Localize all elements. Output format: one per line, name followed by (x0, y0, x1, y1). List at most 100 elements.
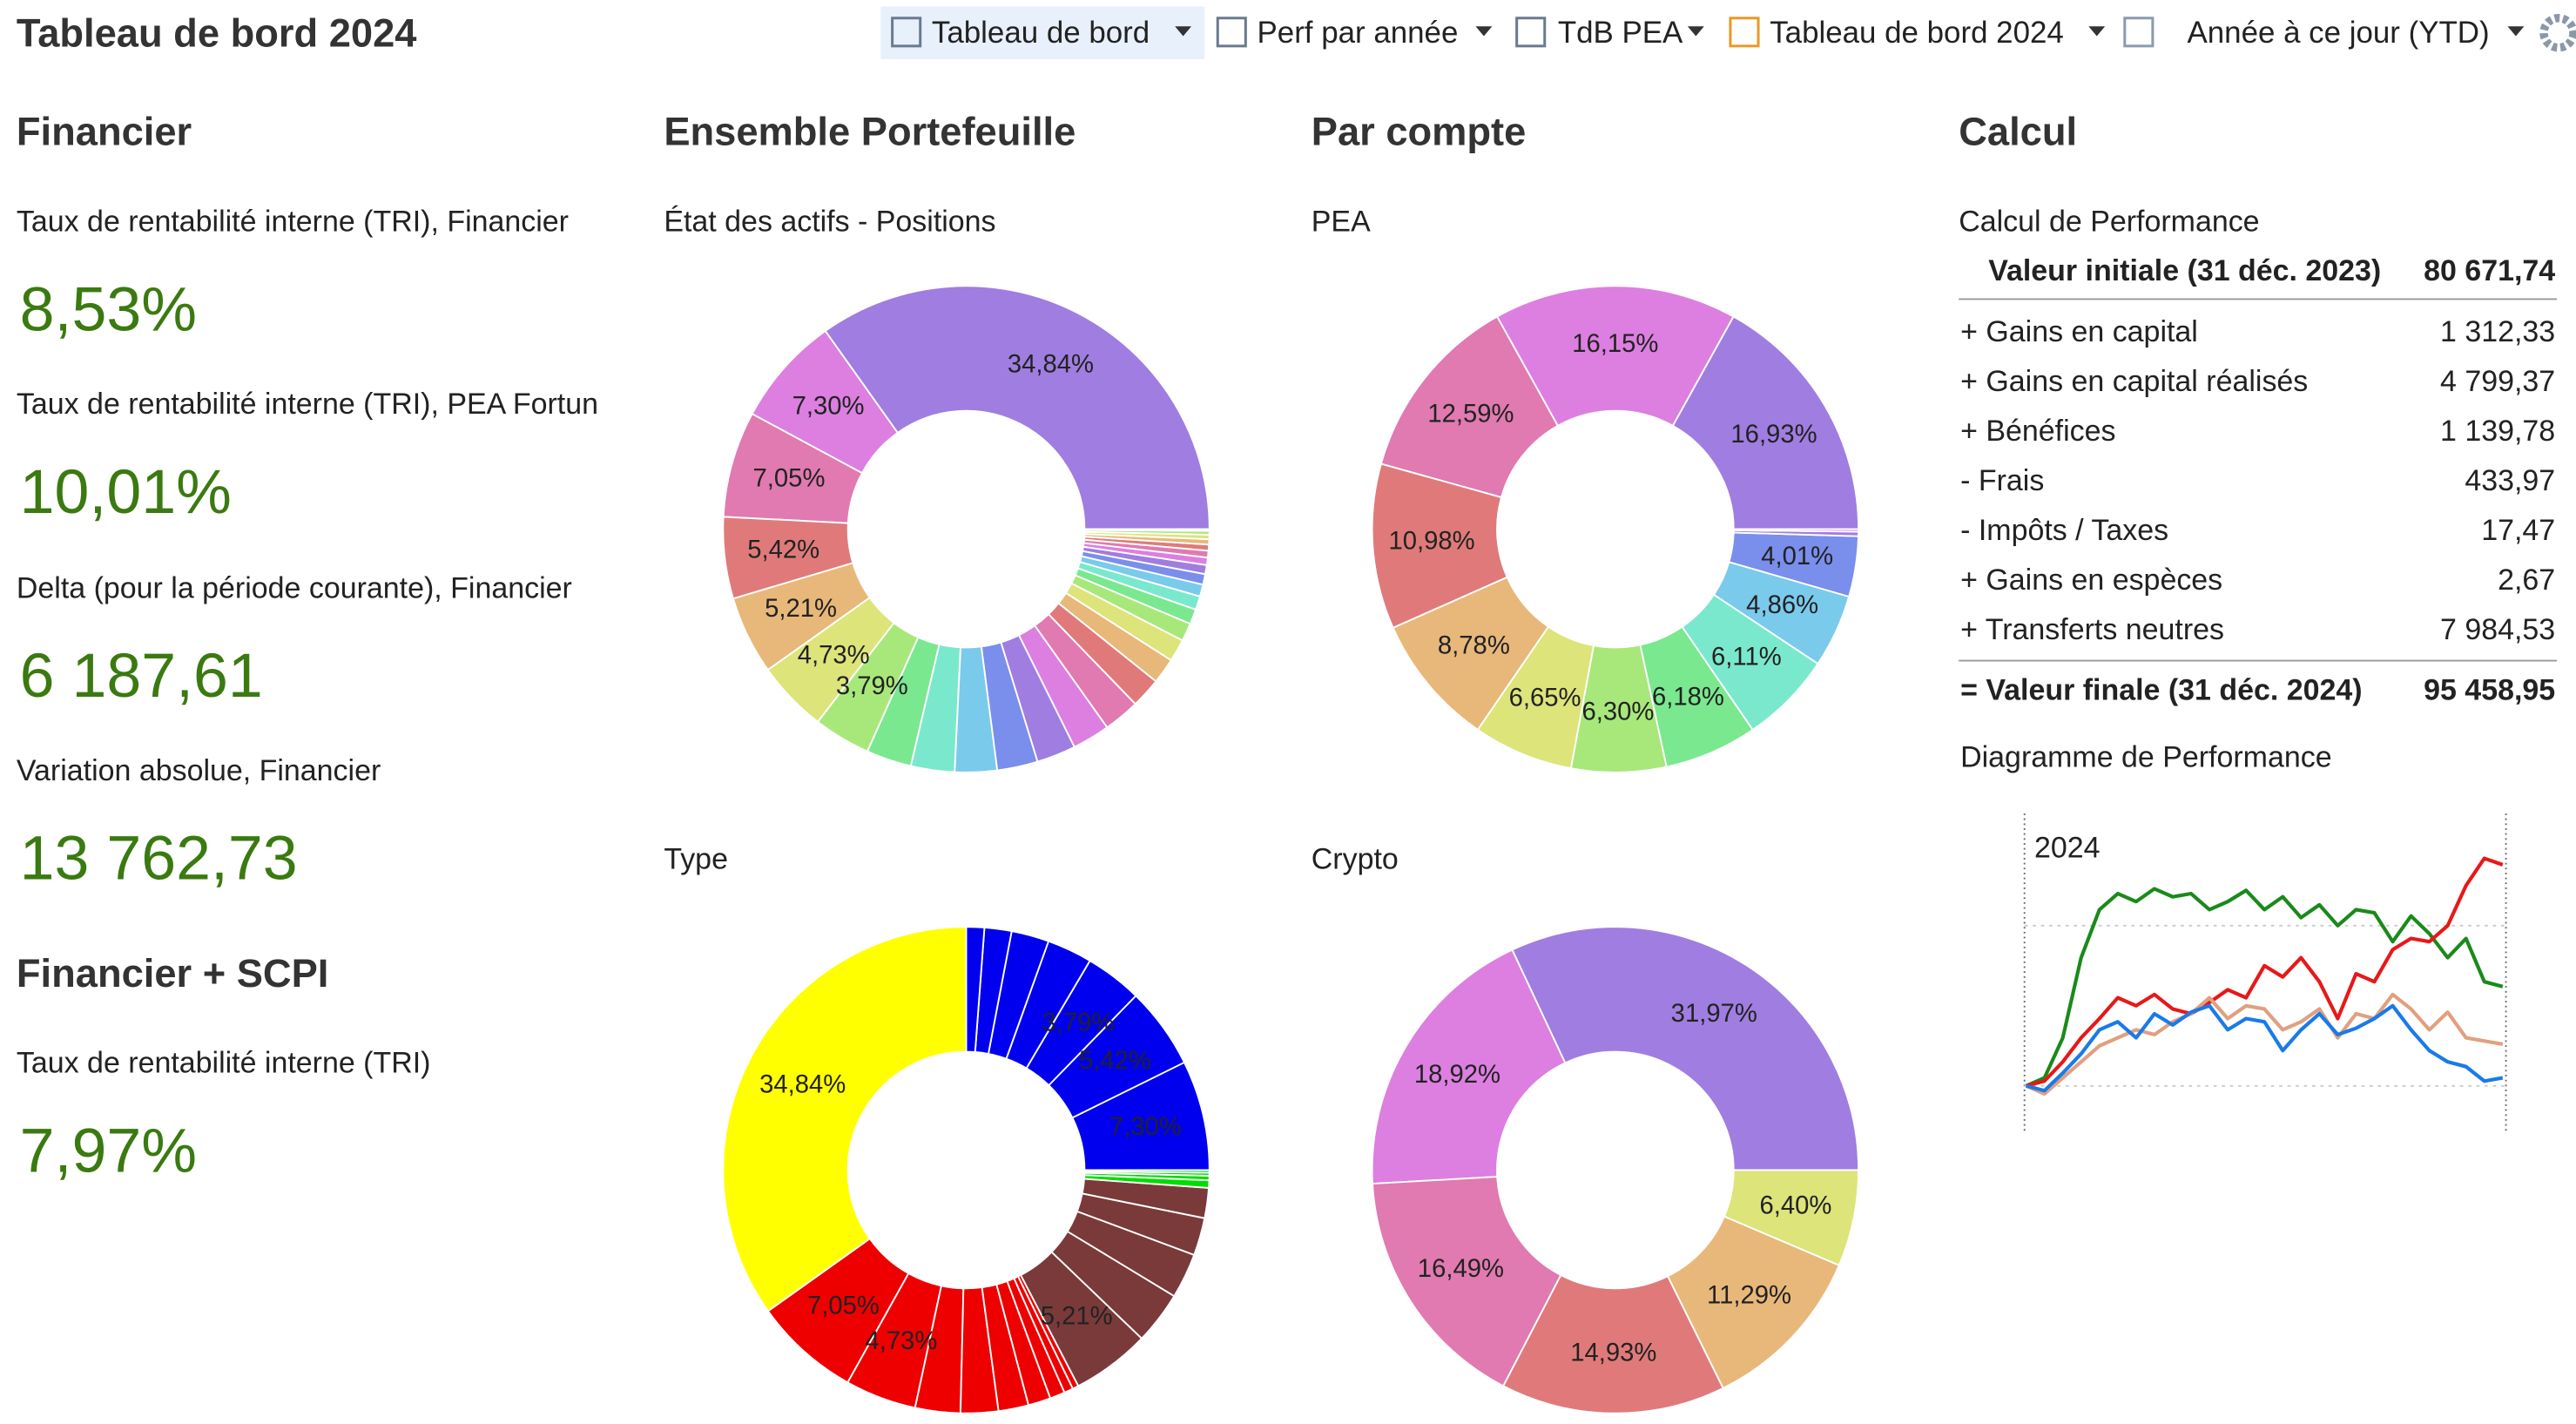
calc-row-value: 17,47 (2481, 514, 2555, 547)
series-line (2025, 992, 2504, 1097)
series-line (2025, 887, 2504, 1088)
slice-label: 3,79% (836, 672, 908, 700)
tab-dropdown[interactable] (1175, 26, 1192, 37)
calc-row-label: - Impôts / Taxes (1960, 514, 2168, 547)
tab-label[interactable]: Perf par année (1258, 16, 1459, 50)
tab-dropdown[interactable] (2507, 26, 2525, 37)
tab-dropdown[interactable] (2088, 26, 2106, 37)
tab-dropdown[interactable] (1687, 26, 1704, 37)
kpi-label: Taux de rentabilité interne (TRI), PEA F… (17, 388, 598, 421)
slice-label: 5,21% (765, 595, 837, 623)
calc-row-value: 2,67 (2498, 564, 2555, 597)
kpi-label: Taux de rentabilité interne (TRI), Finan… (17, 206, 569, 239)
active-tab-bg (880, 6, 1205, 59)
pie-slice[interactable] (1083, 1169, 1210, 1174)
calc-row-label: + Transferts neutres (1960, 613, 2224, 646)
calc-row-label: + Gains en espèces (1960, 564, 2222, 597)
calc-final-label: = Valeur finale (31 déc. 2024) (1960, 673, 2362, 706)
chart-title: État des actifs - Positions (664, 206, 995, 239)
slice-label: 16,15% (1572, 330, 1658, 358)
slice-label: 7,05% (753, 464, 826, 492)
pie-slice[interactable] (1372, 1176, 1562, 1387)
chart-title: Type (664, 843, 728, 876)
pie-slice[interactable] (1495, 285, 1735, 428)
pie-slice[interactable] (1511, 926, 1860, 1171)
chart-title: Diagramme de Performance (1960, 741, 2331, 774)
tab-icon (1515, 17, 1547, 48)
calc-row-label: + Gains en capital réalisés (1960, 365, 2308, 398)
section-title: Par compte (1312, 110, 1527, 154)
pie-slice[interactable] (1732, 528, 1860, 533)
slice-label: 34,84% (759, 1070, 846, 1098)
slice-label: 7,30% (792, 392, 865, 420)
kpi-label: Delta (pour la période courante), Financ… (17, 571, 572, 604)
slice-label: 14,93% (1570, 1340, 1656, 1367)
tab-icon (2123, 17, 2155, 48)
pie-slice[interactable] (1371, 948, 1567, 1185)
kpi-value: 13 762,73 (20, 824, 298, 894)
slice-label: 6,40% (1759, 1191, 1831, 1219)
kpi-value: 8,53% (20, 274, 197, 344)
kpi-value: 10,01% (20, 457, 232, 527)
pie-slice[interactable] (1671, 315, 1860, 530)
slice-label: 3,79% (1042, 1009, 1114, 1036)
slice-label: 10,98% (1389, 528, 1475, 556)
calc-row-label: - Frais (1960, 464, 2044, 497)
page-title: Tableau de bord 2024 (17, 10, 417, 55)
kpi-value: 6 187,61 (20, 641, 263, 711)
pie-slice[interactable] (1501, 1273, 1724, 1414)
slice-label: 6,11% (1711, 644, 1782, 672)
slice-label: 11,29% (1707, 1281, 1791, 1309)
tab-label[interactable]: TdB PEA (1558, 16, 1683, 50)
kpi-value: 7,97% (20, 1116, 197, 1185)
pie-slice[interactable] (1723, 1169, 1860, 1267)
slice-label: 5,42% (1079, 1047, 1151, 1075)
tab-label[interactable]: Tableau de bord (932, 16, 1150, 50)
annotation: 2024 (2034, 831, 2101, 864)
slice-label: 4,73% (865, 1327, 937, 1355)
slice-label: 34,84% (1008, 350, 1094, 378)
slice-label: 12,59% (1427, 400, 1514, 428)
settings-icon[interactable] (2539, 14, 2576, 52)
slice-label: 6,65% (1509, 685, 1581, 712)
pie-slice[interactable] (1666, 1215, 1841, 1390)
chart-title: PEA (1312, 206, 1371, 239)
slice-label: 7,05% (807, 1292, 880, 1320)
calc-row-value: 1 139,78 (2440, 415, 2555, 448)
kpi-label: Taux de rentabilité interne (TRI) (17, 1047, 431, 1080)
tab-icon (1729, 17, 1760, 48)
pie-slice[interactable] (722, 926, 968, 1313)
series-line (2026, 1003, 2504, 1093)
calc-initial-label: Valeur initiale (31 déc. 2023) (1988, 254, 2381, 287)
calc-row-value: 433,97 (2465, 464, 2555, 497)
slice-label: 4,01% (1761, 543, 1833, 570)
tab-icon (1216, 17, 1247, 48)
calc-row-label: + Gains en capital (1960, 315, 2198, 348)
calc-final-value: 95 458,95 (2424, 673, 2555, 706)
tab-dropdown[interactable] (1475, 26, 1493, 37)
calc-initial-value: 80 671,74 (2424, 254, 2555, 287)
pie-slice[interactable] (1083, 528, 1210, 532)
tab-label[interactable]: Année à ce jour (YTD) (2188, 16, 2490, 50)
section-title: Financier (17, 110, 192, 154)
slice-label: 4,73% (798, 642, 870, 670)
slice-label: 16,93% (1730, 421, 1817, 449)
slice-label: 6,30% (1581, 699, 1654, 726)
calc-row-value: 7 984,53 (2440, 613, 2555, 646)
kpi-label: Variation absolue, Financier (17, 754, 381, 787)
slice-label: 31,97% (1671, 1000, 1757, 1028)
section-title: Financier + SCPI (17, 951, 328, 995)
tab-icon (891, 17, 922, 48)
tab-label[interactable]: Tableau de bord 2024 (1770, 16, 2064, 50)
calc-row-value: 1 312,33 (2440, 315, 2555, 348)
slice-label: 18,92% (1414, 1061, 1500, 1089)
slice-label: 7,30% (1109, 1113, 1182, 1141)
pie-slice[interactable] (824, 285, 1210, 530)
slice-label: 5,42% (747, 536, 819, 564)
chart-title: Crypto (1312, 843, 1399, 876)
calc-row-label: + Bénéfices (1960, 415, 2115, 448)
calc-subtitle: Calcul de Performance (1959, 206, 2259, 239)
slice-label: 5,21% (1041, 1302, 1113, 1330)
